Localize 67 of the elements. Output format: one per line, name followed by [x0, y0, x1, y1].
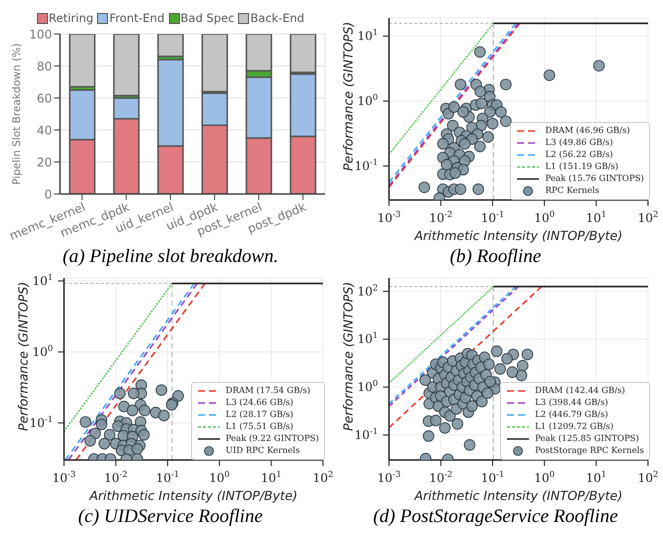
- x-tick-label: 10$^{-3}$: [52, 469, 76, 485]
- legend-label: Retiring: [48, 11, 94, 25]
- y-tick-label: 10$^{-1}$: [354, 157, 378, 174]
- legend-label: DRAM (142.44 GB/s): [534, 385, 626, 397]
- y-tick-label: 10$^{1}$: [357, 330, 378, 346]
- x-tick-label: 10$^{2}$: [638, 469, 658, 485]
- y-tick-label: 80: [36, 59, 52, 74]
- x-tick-label: 10$^{-3}$: [377, 469, 401, 485]
- x-tick-label: 10$^{-2}$: [429, 209, 453, 225]
- y-tick-label: 60: [36, 91, 52, 106]
- y-tick-label: 40: [36, 123, 52, 138]
- legend-label: L2 (56.22 GB/s): [545, 149, 613, 161]
- legend-label: L1 (75.51 GB/s): [226, 421, 294, 433]
- x-tick-label: 10$^{-1}$: [480, 469, 504, 485]
- x-tick-label: 10$^{0}$: [209, 469, 230, 485]
- legend-label: L3 (398.44 GB/s): [534, 397, 608, 409]
- x-tick-label: 10$^{-1}$: [480, 209, 504, 225]
- y-axis-title: Performance (GINTOPS): [340, 282, 356, 431]
- y-tick-label: 10$^{0}$: [357, 92, 378, 108]
- y-tick-label: 10$^{-1}$: [354, 426, 378, 442]
- y-tick-label: 10$^{-1}$: [30, 414, 53, 430]
- y-axis-title: Performance (GINTOPS): [15, 282, 30, 431]
- x-tick-label: 10$^{-3}$: [377, 209, 401, 225]
- legend-label: UID RPC Kernels: [226, 445, 300, 457]
- legend-label: PostStorage RPC Kernels: [534, 445, 644, 457]
- y-tick-label: 10$^{1}$: [32, 272, 53, 288]
- legend-label: Back-End: [249, 11, 304, 25]
- x-axis-title: Arithmetic Intensity (INTOP/Byte): [88, 488, 298, 503]
- legend-label: Bad Spec: [180, 11, 234, 25]
- y-tick-label: 20: [36, 155, 52, 170]
- x-tick-label: 10$^{1}$: [260, 469, 282, 485]
- text: (c) UIDService Roofline: [77, 506, 264, 528]
- y-tick-label: 100: [29, 27, 52, 42]
- x-tick-label: 10$^{1}$: [586, 209, 607, 225]
- legend-label: L2 (446.79 GB/s): [534, 409, 608, 421]
- y-tick-label: 10$^{2}$: [357, 282, 378, 298]
- text: (b) Roofline: [448, 246, 542, 268]
- legend-label: L1 (1209.72 GB/s): [534, 421, 614, 433]
- x-tick-label: 10$^{2}$: [638, 209, 658, 225]
- x-tick-label: 10$^{2}$: [312, 469, 334, 485]
- x-axis-title: Arithmetic Intensity (INTOP/Byte): [413, 228, 623, 243]
- y-tick-label: 0: [44, 187, 52, 202]
- legend-label: L1 (151.19 GB/s): [545, 161, 618, 173]
- y-tick-label: 10$^{1}$: [357, 27, 378, 44]
- legend-label: Peak (125.85 GINTOPS): [534, 433, 640, 445]
- y-tick-label: 10$^{0}$: [357, 378, 378, 394]
- x-tick-label: 10$^{0}$: [534, 209, 555, 225]
- legend-label: Peak (15.76 GINTOPS): [545, 173, 644, 185]
- legend-label: DRAM (46.96 GB/s): [545, 125, 630, 137]
- text: (d) PostStorageService Roofline: [372, 506, 619, 528]
- legend-label: RPC Kernels: [545, 185, 600, 197]
- legend-label: Peak (9.22 GINTOPS): [226, 433, 319, 445]
- legend-label: DRAM (17.54 GB/s): [226, 385, 310, 397]
- x-tick-label: 10$^{1}$: [586, 469, 607, 485]
- y-tick-label: 10$^{0}$: [32, 342, 53, 359]
- legend-label: L3 (49.86 GB/s): [545, 137, 613, 149]
- x-tick-label: 10$^{-2}$: [104, 469, 128, 485]
- legend-label: L2 (28.17 GB/s): [226, 409, 294, 421]
- y-axis-title: Pipelin Slot Breakdown (%): [11, 43, 23, 185]
- y-axis-title: Performance (GINTOPS): [340, 22, 356, 171]
- text: (a) Pipeline slot breakdown.: [62, 246, 280, 268]
- x-axis-title: Arithmetic Intensity (INTOP/Byte): [413, 488, 623, 503]
- legend-label: L3 (24.66 GB/s): [226, 397, 294, 409]
- x-tick-label: 10$^{0}$: [534, 469, 555, 485]
- x-tick-label: 10$^{-2}$: [429, 469, 453, 485]
- legend-label: Front-End: [108, 11, 165, 25]
- x-tick-label: 10$^{-1}$: [156, 469, 180, 485]
